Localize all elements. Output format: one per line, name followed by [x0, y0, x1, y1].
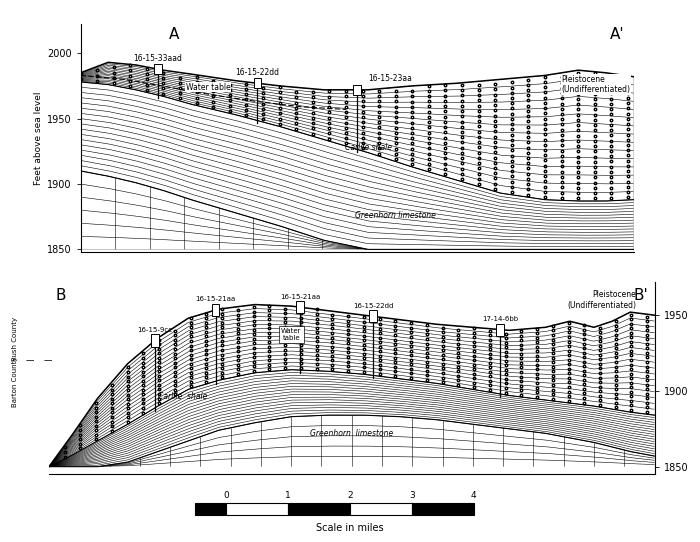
Polygon shape — [49, 415, 654, 467]
Text: 1: 1 — [285, 492, 291, 500]
Polygon shape — [80, 171, 634, 249]
Y-axis label: Feet above sea level: Feet above sea level — [34, 92, 43, 185]
Text: Carlile  shale: Carlile shale — [158, 392, 207, 402]
Text: A: A — [169, 27, 180, 42]
Bar — [154, 64, 162, 74]
Text: Pleistocene
(Undifferentiated): Pleistocene (Undifferentiated) — [567, 291, 636, 309]
Polygon shape — [80, 82, 634, 249]
Text: Greenhorn  limestone: Greenhorn limestone — [310, 429, 393, 438]
Bar — [412, 503, 474, 515]
Text: 4: 4 — [471, 492, 477, 500]
Text: Barton County: Barton County — [13, 357, 18, 408]
Text: Scale in miles: Scale in miles — [316, 523, 384, 533]
Text: 16-15-23aa: 16-15-23aa — [368, 74, 412, 83]
Bar — [195, 503, 226, 515]
Text: 16-15-33aad: 16-15-33aad — [134, 54, 183, 62]
Text: B: B — [55, 288, 66, 303]
Text: B': B' — [634, 288, 648, 303]
Text: 16-15-9cc: 16-15-9cc — [137, 327, 172, 333]
Polygon shape — [49, 370, 654, 467]
Bar — [350, 503, 412, 515]
Text: A': A' — [610, 27, 624, 42]
Text: 16-15-21aa: 16-15-21aa — [195, 296, 236, 302]
Bar — [254, 78, 261, 88]
Text: Water table: Water table — [186, 83, 230, 92]
Text: —: — — [43, 356, 52, 365]
Bar — [496, 324, 504, 335]
Text: Carlile shale: Carlile shale — [344, 143, 391, 152]
Text: 2: 2 — [347, 492, 353, 500]
Text: Greenhorn limestone: Greenhorn limestone — [356, 211, 436, 220]
Text: 0: 0 — [223, 492, 229, 500]
Text: Pleistocene
(Undifferentiated): Pleistocene (Undifferentiated) — [561, 75, 631, 94]
Bar — [296, 301, 304, 313]
Polygon shape — [49, 305, 654, 467]
Bar — [151, 334, 159, 346]
Bar — [211, 304, 219, 316]
Text: Rush County: Rush County — [13, 317, 18, 361]
Text: 17-14-6bb: 17-14-6bb — [482, 316, 518, 322]
Text: 16-15-22dd: 16-15-22dd — [353, 303, 393, 309]
Text: —: — — [25, 356, 34, 365]
Bar — [354, 85, 360, 95]
Polygon shape — [80, 62, 634, 201]
Text: 3: 3 — [409, 492, 415, 500]
Text: 16-15-22dd: 16-15-22dd — [235, 68, 279, 77]
Bar — [226, 503, 288, 515]
Bar — [369, 310, 377, 322]
Text: Water
table: Water table — [281, 328, 302, 341]
Text: 16-15-21aa: 16-15-21aa — [280, 294, 321, 300]
Bar — [288, 503, 350, 515]
